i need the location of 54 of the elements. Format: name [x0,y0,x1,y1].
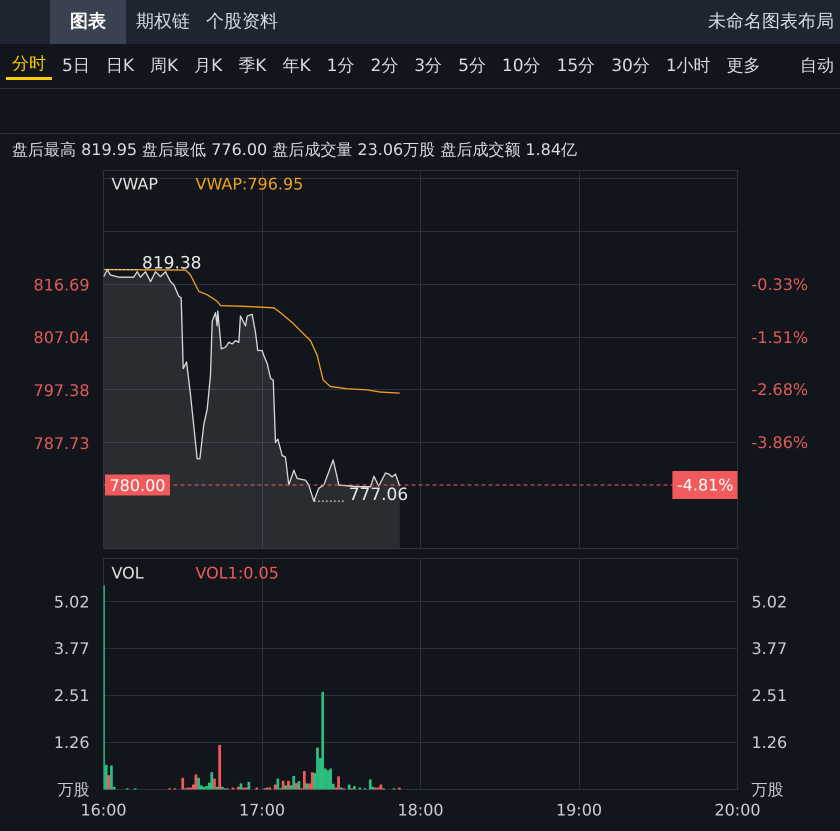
y2-tick-label: 1.26 [752,732,788,752]
text: 盘后最高 819.95 盘后最低 776.00 盘后成交量 23.06万股 盘后成交额 1.84亿 [11,138,578,161]
y2-tick-label: -0.33% [752,275,808,294]
text: VOL1:0.05 [196,564,279,582]
x-tick-label: 20:00 [714,800,761,820]
text: 未命名图表布局 [707,10,835,34]
x-tick-label: 16:00 [80,800,127,820]
y2-tick-label: -3.86% [752,432,808,452]
text: 5日 [61,54,91,78]
text: 15分 [556,54,596,78]
y2-tick-label: -1.51% [752,328,808,347]
x-tick-label: 19:00 [556,800,602,820]
text: 年K [281,54,312,78]
y-tick-label: 797.38 [34,380,90,400]
text: VWAP:796.95 [196,174,304,194]
y2-tick-label: 3.77 [752,639,788,658]
y-tick-label: 5.02 [54,592,90,612]
line-series [104,268,400,394]
text: 3分 [413,54,444,78]
x-tick-label: 18:00 [397,800,444,820]
text: 1小时 [664,54,712,78]
annotation: 777.06 [348,485,408,506]
annotation: 819.38 [142,254,202,274]
text: 月K [193,54,224,78]
text: 10分 [500,54,542,78]
text: 2分 [369,54,400,78]
text: 图表 [50,0,126,45]
y-tick-label: 3.77 [54,639,90,658]
text: 分时 [6,52,52,80]
legend-title: VOL [112,564,144,582]
text: 周K [148,54,180,78]
ref-line-label: 780.00 [110,476,166,496]
y-tick-label: 807.04 [34,328,90,348]
y2-tick-label: 万股 [752,780,784,799]
y2-tick-label: 5.02 [752,592,788,612]
y-tick-label: 万股 [58,780,90,799]
y-tick-label: 816.69 [34,275,90,294]
text: 季K [237,54,268,78]
x-tick-label: 17:00 [238,800,286,820]
text: 期权链 [135,10,191,34]
y-tick-label: 1.26 [54,732,90,752]
text: 30分 [610,54,651,78]
text: 5分 [457,54,487,78]
text: 个股资料 [205,10,279,34]
y2-tick-label: -2.68% [752,380,808,400]
y2-tick-label: 2.51 [752,686,788,706]
legend-title: VWAP [112,174,158,194]
y-tick-label: 2.51 [54,686,90,706]
text: 日K [104,54,136,78]
annotation: -4.81% [676,476,734,495]
text: 1分 [326,54,356,78]
y-tick-label: 787.73 [34,434,90,453]
text: 自动 [799,54,835,78]
text: 更多 [726,54,762,78]
